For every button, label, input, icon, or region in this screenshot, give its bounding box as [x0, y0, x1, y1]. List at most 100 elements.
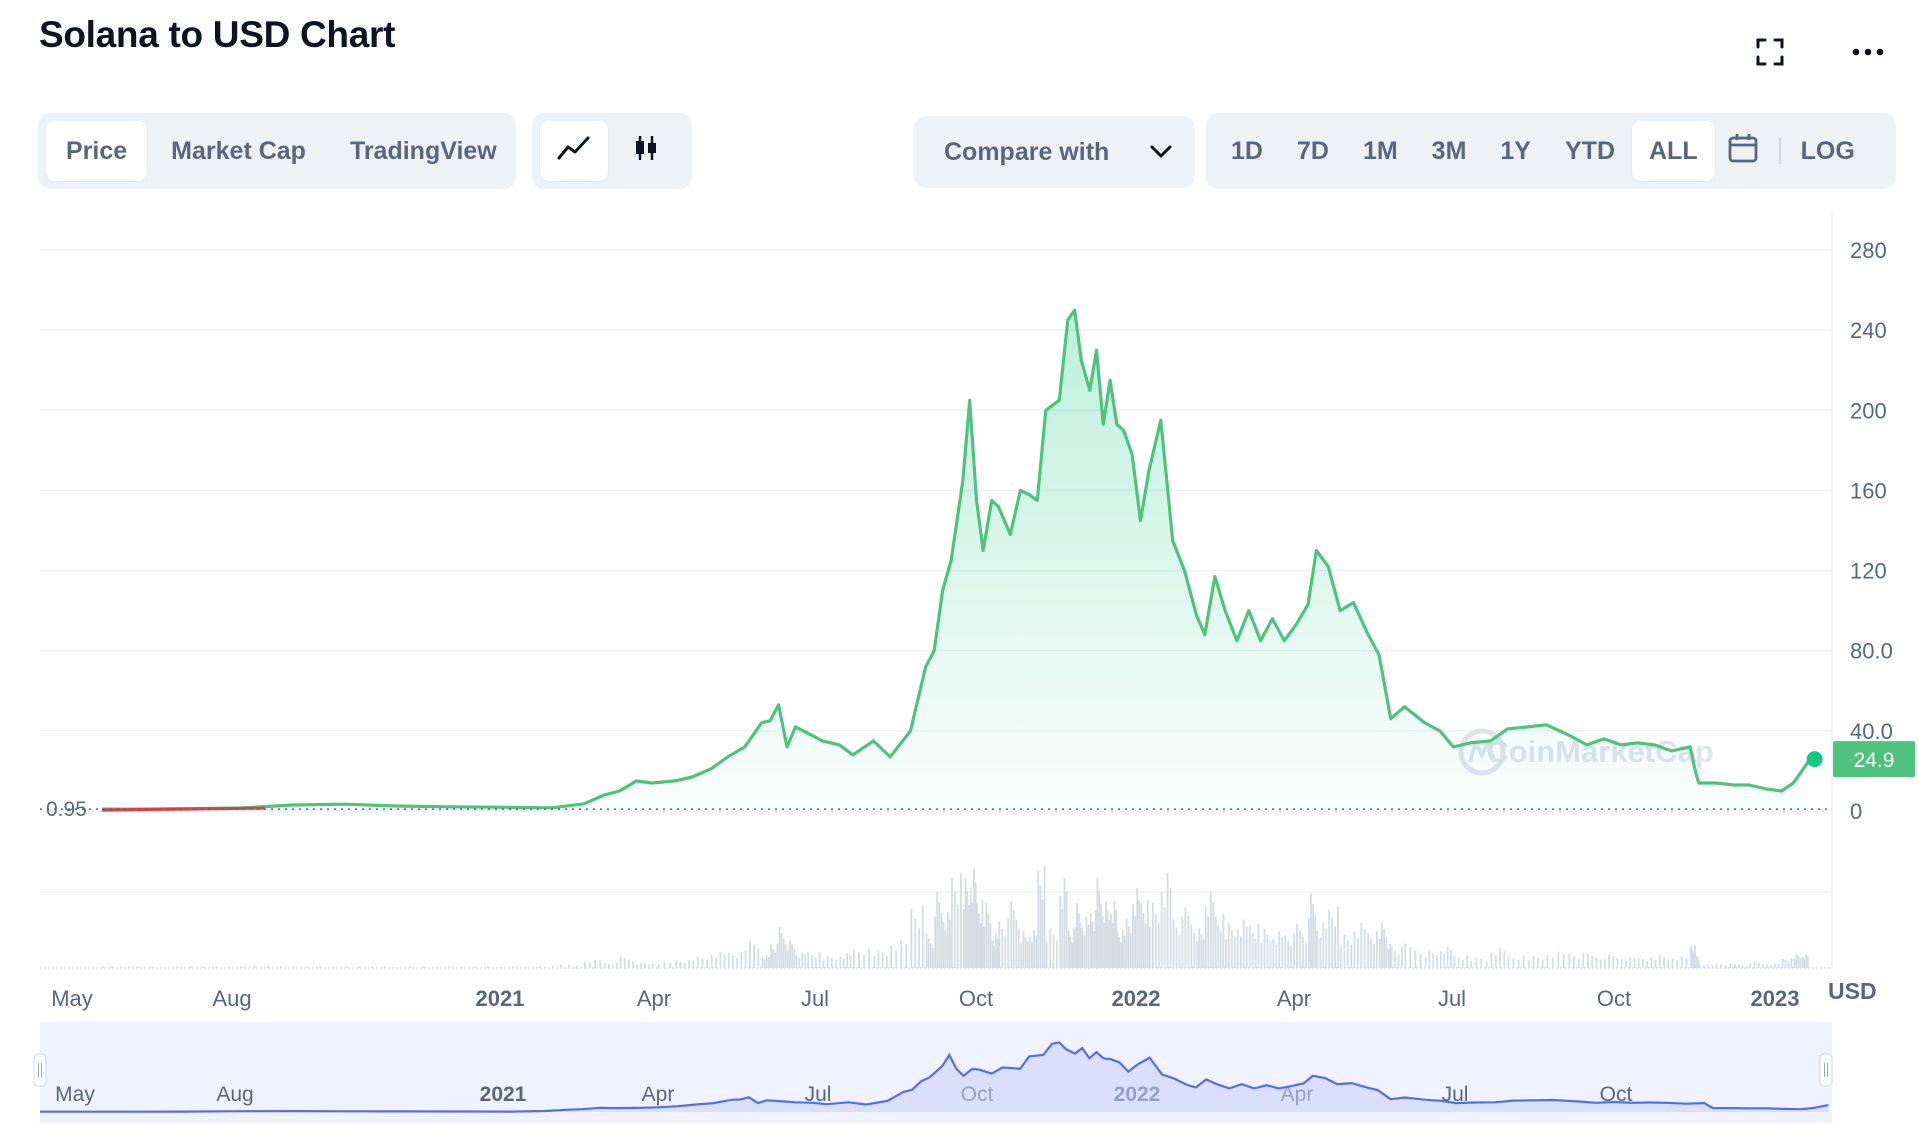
volume-bar [1389, 943, 1391, 968]
navigator: May Aug 2021 Apr Jul Oct 2022 Apr Jul Oct [33, 1022, 1833, 1123]
volume-bar [706, 960, 709, 968]
volume-bar [1715, 963, 1718, 968]
volume-bar [1260, 942, 1263, 968]
range-all[interactable]: ALL [1632, 121, 1715, 181]
candlestick-chart-button[interactable] [612, 121, 680, 181]
volume-bar [1773, 963, 1776, 968]
volume-bar [1254, 939, 1257, 968]
volume-bar [804, 954, 807, 968]
volume-bar [110, 966, 113, 968]
volume-bar [1803, 959, 1806, 968]
volume-bar [1316, 931, 1319, 968]
volume-bar [599, 961, 602, 968]
tab-price[interactable]: Price [46, 121, 148, 181]
volume-bar [1103, 923, 1106, 968]
volume-bar [811, 955, 813, 968]
volume-bar [692, 960, 695, 968]
volume-bar [1343, 934, 1346, 968]
navigator-line [40, 1041, 1829, 1113]
volume-bar [1248, 925, 1251, 968]
volume-bar [776, 943, 779, 968]
chevron-down-icon [1149, 138, 1173, 167]
x-tick-label: Oct [959, 986, 993, 1011]
navigator-tick-label: Apr [642, 1083, 675, 1106]
volume-bar [740, 952, 743, 968]
volume-bar [1695, 960, 1698, 968]
volume-bar [1685, 958, 1688, 968]
volume-bar [1281, 937, 1284, 968]
volume-bar [925, 933, 928, 968]
volume-bar [345, 966, 348, 968]
tab-tradingview[interactable]: TradingView [349, 136, 497, 165]
volume-bar [1507, 956, 1510, 968]
volume-bar [1108, 919, 1111, 968]
volume-bar [998, 920, 1001, 968]
volume-bar [1453, 956, 1456, 968]
volume-bar [770, 944, 772, 968]
volume-bar [1494, 955, 1497, 968]
volume-bar [663, 962, 666, 968]
volume-bar [636, 964, 639, 968]
volume-bar [979, 923, 982, 968]
x-tick-label: Aug [212, 986, 251, 1011]
tab-market-cap[interactable]: Market Cap [171, 136, 306, 165]
volume-bar [1414, 950, 1417, 968]
fullscreen-icon[interactable] [1748, 30, 1792, 74]
volume-bar [957, 904, 959, 968]
x-tick-label: Apr [1277, 986, 1311, 1011]
volume-bar [461, 966, 464, 968]
volume-bar [1557, 951, 1560, 968]
volume-bar [1146, 899, 1149, 969]
range-7d[interactable]: 7D [1296, 136, 1329, 165]
volume-bar [358, 966, 360, 968]
volume-bar [1637, 957, 1640, 968]
volume-bar [793, 948, 796, 968]
volume-bar [710, 955, 713, 968]
volume-bar [761, 957, 764, 968]
volume-bar [1749, 963, 1752, 968]
range-3m[interactable]: 3M [1431, 136, 1467, 165]
volume-bar [1334, 926, 1336, 968]
volume-bar [1144, 923, 1147, 968]
volume-bar [818, 952, 821, 968]
volume-bar [594, 959, 596, 968]
volume-bar [1698, 965, 1701, 968]
volume-bar [1797, 956, 1800, 968]
volume-bar [774, 952, 777, 968]
volume-bar [732, 955, 734, 968]
view-selector: Price Market Cap TradingView [38, 113, 516, 189]
volume-bar [1577, 958, 1580, 968]
volume-bar [1470, 961, 1473, 968]
currency-label: USD [1828, 978, 1877, 1004]
volume-bar [900, 939, 903, 968]
navigator-right-handle[interactable] [1819, 1053, 1833, 1087]
volume-bar [1129, 933, 1132, 968]
volume-bar [1512, 957, 1515, 968]
volume-bar [1745, 965, 1748, 968]
compare-with-dropdown[interactable]: Compare with [914, 116, 1195, 188]
volume-bar [1031, 942, 1033, 968]
volume-bar [1532, 955, 1535, 968]
chart-type-selector [532, 113, 692, 189]
volume-bar [873, 956, 876, 968]
volume-bar [987, 913, 990, 969]
range-1m[interactable]: 1M [1362, 136, 1398, 165]
volume-bar [1667, 959, 1670, 968]
volume-bar [1376, 931, 1378, 968]
x-tick-label: Oct [1597, 986, 1631, 1011]
volume-bar [1160, 892, 1163, 968]
calendar-button[interactable] [1715, 121, 1771, 181]
x-tick-label: 2023 [1751, 986, 1800, 1011]
range-1y[interactable]: 1Y [1500, 136, 1531, 165]
navigator-tick-label: 2022 [1114, 1083, 1161, 1106]
log-scale-button[interactable]: LOG [1800, 136, 1855, 165]
range-ytd[interactable]: YTD [1565, 136, 1615, 165]
line-chart-button[interactable] [540, 121, 608, 181]
volume-bar [1101, 916, 1104, 968]
navigator-left-handle[interactable] [33, 1053, 47, 1087]
range-1d[interactable]: 1D [1231, 136, 1263, 165]
volume-bar [1676, 960, 1679, 968]
volume-bar [1132, 903, 1134, 968]
more-options-icon[interactable] [1846, 30, 1890, 74]
volume-bar [962, 909, 965, 968]
